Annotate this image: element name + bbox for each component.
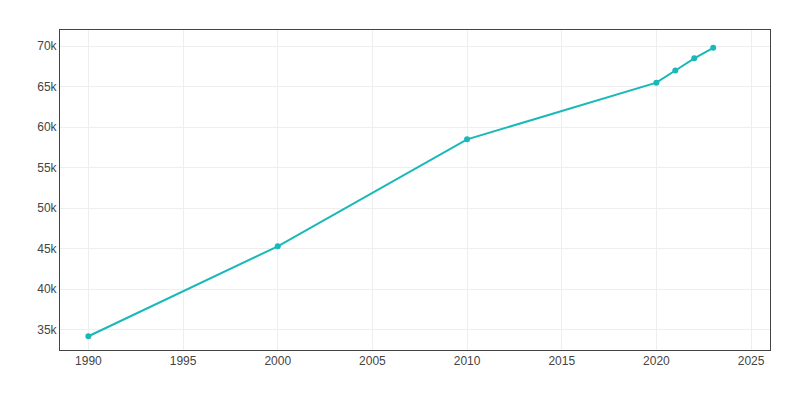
svg-text:2010: 2010 (454, 354, 481, 368)
svg-text:40k: 40k (37, 282, 57, 296)
svg-text:2025: 2025 (738, 354, 765, 368)
svg-text:55k: 55k (37, 161, 57, 175)
svg-text:1995: 1995 (170, 354, 197, 368)
svg-text:50k: 50k (37, 201, 57, 215)
svg-text:2005: 2005 (359, 354, 386, 368)
svg-text:60k: 60k (37, 120, 57, 134)
svg-text:35k: 35k (37, 323, 57, 337)
svg-text:45k: 45k (37, 242, 57, 256)
svg-text:1990: 1990 (75, 354, 102, 368)
svg-text:70k: 70k (37, 39, 57, 53)
svg-text:65k: 65k (37, 80, 57, 94)
svg-text:2020: 2020 (643, 354, 670, 368)
svg-text:2015: 2015 (548, 354, 575, 368)
svg-text:2000: 2000 (264, 354, 291, 368)
